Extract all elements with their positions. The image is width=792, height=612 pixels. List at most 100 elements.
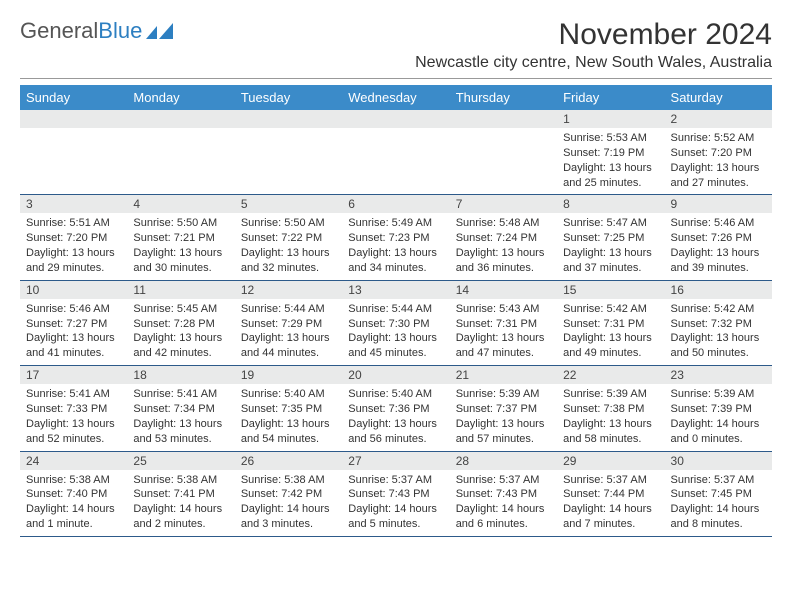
sunset-text: Sunset: 7:37 PM (456, 402, 551, 417)
sunrise-text: Sunrise: 5:51 AM (26, 216, 121, 231)
sunrise-text: Sunrise: 5:46 AM (671, 216, 766, 231)
sunset-text: Sunset: 7:44 PM (563, 487, 658, 502)
daylight-text: Daylight: 13 hours and 58 minutes. (563, 417, 658, 447)
day-cell: 22Sunrise: 5:39 AMSunset: 7:38 PMDayligh… (557, 366, 664, 451)
title-block: November 2024 Newcastle city centre, New… (415, 18, 772, 72)
sunset-text: Sunset: 7:35 PM (241, 402, 336, 417)
daylight-text: Daylight: 14 hours and 7 minutes. (563, 502, 658, 532)
day-data: Sunrise: 5:44 AMSunset: 7:30 PMDaylight:… (342, 299, 449, 365)
day-cell: 29Sunrise: 5:37 AMSunset: 7:44 PMDayligh… (557, 452, 664, 537)
day-cell: 6Sunrise: 5:49 AMSunset: 7:23 PMDaylight… (342, 195, 449, 280)
daylight-text: Daylight: 13 hours and 49 minutes. (563, 331, 658, 361)
sunrise-text: Sunrise: 5:44 AM (348, 302, 443, 317)
day-cell: 20Sunrise: 5:40 AMSunset: 7:36 PMDayligh… (342, 366, 449, 451)
day-cell: 2Sunrise: 5:52 AMSunset: 7:20 PMDaylight… (665, 110, 772, 195)
day-number (127, 110, 234, 128)
day-data: Sunrise: 5:48 AMSunset: 7:24 PMDaylight:… (450, 213, 557, 279)
sunrise-text: Sunrise: 5:42 AM (563, 302, 658, 317)
sunrise-text: Sunrise: 5:50 AM (241, 216, 336, 231)
day-number: 26 (235, 452, 342, 470)
daylight-text: Daylight: 13 hours and 50 minutes. (671, 331, 766, 361)
day-data: Sunrise: 5:40 AMSunset: 7:36 PMDaylight:… (342, 384, 449, 450)
day-number: 27 (342, 452, 449, 470)
day-cell: 4Sunrise: 5:50 AMSunset: 7:21 PMDaylight… (127, 195, 234, 280)
sunrise-text: Sunrise: 5:40 AM (348, 387, 443, 402)
daylight-text: Daylight: 14 hours and 0 minutes. (671, 417, 766, 447)
sunrise-text: Sunrise: 5:48 AM (456, 216, 551, 231)
daylight-text: Daylight: 13 hours and 29 minutes. (26, 246, 121, 276)
daylight-text: Daylight: 13 hours and 56 minutes. (348, 417, 443, 447)
day-number: 21 (450, 366, 557, 384)
day-number: 23 (665, 366, 772, 384)
day-cell (342, 110, 449, 195)
day-data: Sunrise: 5:47 AMSunset: 7:25 PMDaylight:… (557, 213, 664, 279)
day-header: Saturday (665, 85, 772, 110)
sunrise-text: Sunrise: 5:50 AM (133, 216, 228, 231)
day-number: 28 (450, 452, 557, 470)
day-data: Sunrise: 5:39 AMSunset: 7:37 PMDaylight:… (450, 384, 557, 450)
day-header: Thursday (450, 85, 557, 110)
day-data: Sunrise: 5:44 AMSunset: 7:29 PMDaylight:… (235, 299, 342, 365)
sunset-text: Sunset: 7:22 PM (241, 231, 336, 246)
day-data: Sunrise: 5:50 AMSunset: 7:22 PMDaylight:… (235, 213, 342, 279)
daylight-text: Daylight: 14 hours and 6 minutes. (456, 502, 551, 532)
calendar: Sunday Monday Tuesday Wednesday Thursday… (20, 85, 772, 537)
sunset-text: Sunset: 7:31 PM (563, 317, 658, 332)
day-data: Sunrise: 5:52 AMSunset: 7:20 PMDaylight:… (665, 128, 772, 194)
sunset-text: Sunset: 7:29 PM (241, 317, 336, 332)
sunset-text: Sunset: 7:20 PM (671, 146, 766, 161)
sunrise-text: Sunrise: 5:52 AM (671, 131, 766, 146)
sunrise-text: Sunrise: 5:39 AM (456, 387, 551, 402)
day-number: 1 (557, 110, 664, 128)
sunset-text: Sunset: 7:45 PM (671, 487, 766, 502)
header: GeneralBlue November 2024 Newcastle city… (20, 18, 772, 72)
day-number: 9 (665, 195, 772, 213)
day-data: Sunrise: 5:41 AMSunset: 7:34 PMDaylight:… (127, 384, 234, 450)
daylight-text: Daylight: 13 hours and 37 minutes. (563, 246, 658, 276)
day-number (235, 110, 342, 128)
sunset-text: Sunset: 7:33 PM (26, 402, 121, 417)
day-number: 19 (235, 366, 342, 384)
day-data: Sunrise: 5:38 AMSunset: 7:40 PMDaylight:… (20, 470, 127, 536)
day-data: Sunrise: 5:39 AMSunset: 7:38 PMDaylight:… (557, 384, 664, 450)
day-number (20, 110, 127, 128)
day-number (342, 110, 449, 128)
daylight-text: Daylight: 13 hours and 41 minutes. (26, 331, 121, 361)
weeks-container: 1Sunrise: 5:53 AMSunset: 7:19 PMDaylight… (20, 110, 772, 537)
day-cell: 9 Sunrise: 5:46 AMSunset: 7:26 PMDaylight… (665, 195, 772, 280)
day-number: 30 (665, 452, 772, 470)
daylight-text: Daylight: 13 hours and 32 minutes. (241, 246, 336, 276)
sunrise-text: Sunrise: 5:38 AM (241, 473, 336, 488)
day-cell (127, 110, 234, 195)
day-cell: 8Sunrise: 5:47 AMSunset: 7:25 PMDaylight… (557, 195, 664, 280)
week-row: 1Sunrise: 5:53 AMSunset: 7:19 PMDaylight… (20, 110, 772, 195)
week-row: 3Sunrise: 5:51 AMSunset: 7:20 PMDaylight… (20, 195, 772, 280)
day-cell: 10Sunrise: 5:46 AMSunset: 7:27 PMDayligh… (20, 281, 127, 366)
day-cell: 16Sunrise: 5:42 AMSunset: 7:32 PMDayligh… (665, 281, 772, 366)
sunrise-text: Sunrise: 5:37 AM (348, 473, 443, 488)
sunrise-text: Sunrise: 5:41 AM (133, 387, 228, 402)
day-number: 15 (557, 281, 664, 299)
day-number: 7 (450, 195, 557, 213)
sunrise-text: Sunrise: 5:38 AM (26, 473, 121, 488)
day-data: Sunrise: 5:45 AMSunset: 7:28 PMDaylight:… (127, 299, 234, 365)
day-cell (235, 110, 342, 195)
day-data: Sunrise: 5:43 AMSunset: 7:31 PMDaylight:… (450, 299, 557, 365)
day-header-row: Sunday Monday Tuesday Wednesday Thursday… (20, 85, 772, 110)
sunset-text: Sunset: 7:26 PM (671, 231, 766, 246)
logo-text-blue: Blue (98, 18, 142, 44)
day-number: 29 (557, 452, 664, 470)
day-cell: 21Sunrise: 5:39 AMSunset: 7:37 PMDayligh… (450, 366, 557, 451)
logo: GeneralBlue (20, 18, 174, 44)
day-cell: 18Sunrise: 5:41 AMSunset: 7:34 PMDayligh… (127, 366, 234, 451)
daylight-text: Daylight: 13 hours and 54 minutes. (241, 417, 336, 447)
day-data: Sunrise: 5:37 AMSunset: 7:44 PMDaylight:… (557, 470, 664, 536)
day-cell (450, 110, 557, 195)
day-number: 16 (665, 281, 772, 299)
daylight-text: Daylight: 13 hours and 39 minutes. (671, 246, 766, 276)
day-number: 25 (127, 452, 234, 470)
sunset-text: Sunset: 7:24 PM (456, 231, 551, 246)
day-data: Sunrise: 5:40 AMSunset: 7:35 PMDaylight:… (235, 384, 342, 450)
sunset-text: Sunset: 7:36 PM (348, 402, 443, 417)
day-header: Tuesday (235, 85, 342, 110)
